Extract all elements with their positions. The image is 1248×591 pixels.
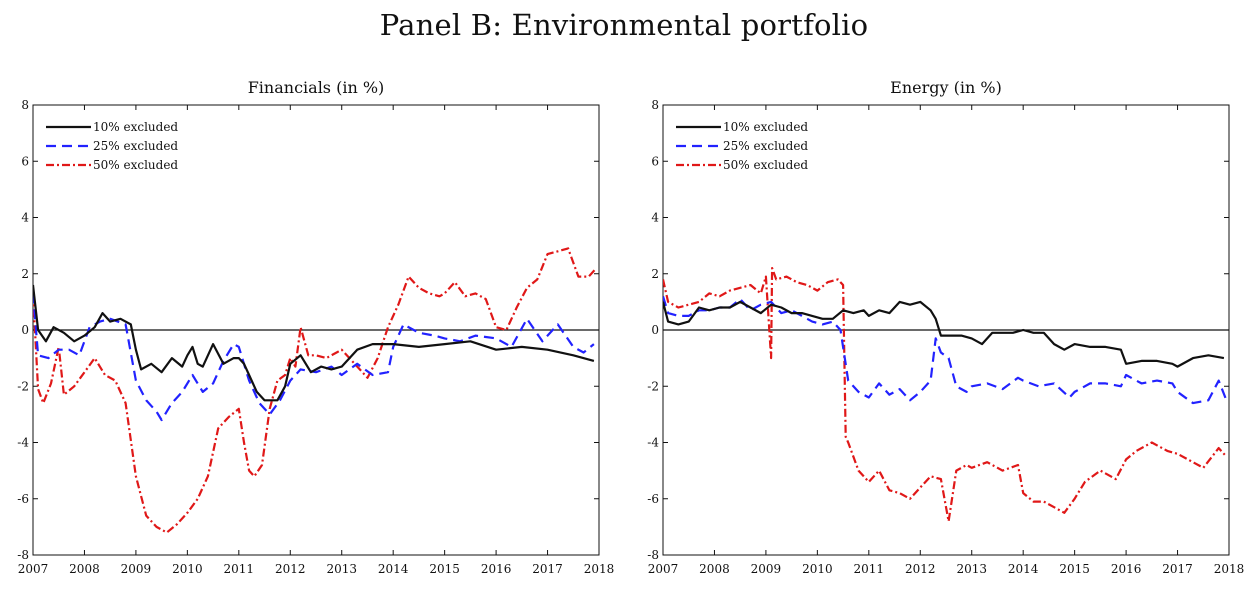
y-tick-label: -6 (647, 492, 659, 506)
x-tick-label: 2016 (1111, 562, 1142, 576)
x-tick-label: 2010 (802, 562, 833, 576)
x-tick-label: 2017 (1162, 562, 1193, 576)
y-tick-label: 6 (21, 154, 29, 168)
x-tick-label: 2008 (699, 562, 730, 576)
series-line-10pct-excluded (33, 284, 595, 402)
y-tick-label: -8 (647, 548, 659, 562)
y-tick-label: 8 (651, 98, 659, 112)
x-tick-label: 2014 (1008, 562, 1039, 576)
legend-label: 25% excluded (93, 139, 178, 153)
series-line-10pct-excluded (663, 300, 1225, 368)
x-tick-label: 2009 (121, 562, 152, 576)
y-tick-label: 2 (651, 267, 659, 281)
y-tick-label: 0 (21, 323, 29, 337)
x-tick-label: 2012 (275, 562, 306, 576)
x-tick-label: 2018 (584, 562, 615, 576)
x-tick-label: 2007 (648, 562, 679, 576)
x-tick-label: 2013 (956, 562, 987, 576)
x-tick-label: 2007 (18, 562, 49, 576)
y-tick-label: -8 (17, 548, 29, 562)
x-tick-label: 2016 (481, 562, 512, 576)
y-tick-label: 4 (21, 211, 29, 225)
x-tick-label: 2008 (69, 562, 100, 576)
series-line-25pct-excluded (663, 295, 1228, 405)
legend-label: 50% excluded (93, 158, 178, 172)
chart-title: Energy (in %) (890, 78, 1002, 97)
y-tick-label: -4 (647, 436, 659, 450)
y-tick-label: -4 (17, 436, 29, 450)
legend-label: 10% excluded (723, 120, 808, 134)
y-tick-label: -2 (17, 379, 29, 393)
x-tick-label: 2015 (1059, 562, 1090, 576)
series-line-50pct-excluded (663, 267, 1228, 523)
x-tick-label: 2011 (854, 562, 885, 576)
x-tick-label: 2018 (1214, 562, 1245, 576)
x-tick-label: 2017 (532, 562, 563, 576)
series-line-25pct-excluded (33, 293, 595, 422)
x-tick-label: 2012 (905, 562, 936, 576)
y-tick-label: 6 (651, 154, 659, 168)
x-tick-label: 2009 (751, 562, 782, 576)
y-tick-label: 8 (21, 98, 29, 112)
y-tick-label: -2 (647, 379, 659, 393)
legend-label: 10% excluded (93, 120, 178, 134)
financials-chart: Financials (in %)2007 2008 2009 2010 2011 201… (17, 78, 615, 576)
series-line-50pct-excluded (33, 247, 598, 534)
y-tick-label: -6 (17, 492, 29, 506)
energy-chart: Energy (in %)2007 2008 2009 2010 2011 2012 201… (647, 78, 1245, 576)
y-tick-label: 4 (651, 211, 659, 225)
chart-title: Financials (in %) (248, 78, 385, 97)
x-tick-label: 2014 (378, 562, 409, 576)
y-tick-label: 2 (21, 267, 29, 281)
x-tick-label: 2013 (326, 562, 357, 576)
x-tick-label: 2015 (429, 562, 460, 576)
x-tick-label: 2010 (172, 562, 203, 576)
legend-label: 25% excluded (723, 139, 808, 153)
page-title: Panel B: Environmental portfolio (379, 8, 869, 42)
x-tick-label: 2011 (224, 562, 255, 576)
y-tick-label: 0 (651, 323, 659, 337)
legend-label: 50% excluded (723, 158, 808, 172)
